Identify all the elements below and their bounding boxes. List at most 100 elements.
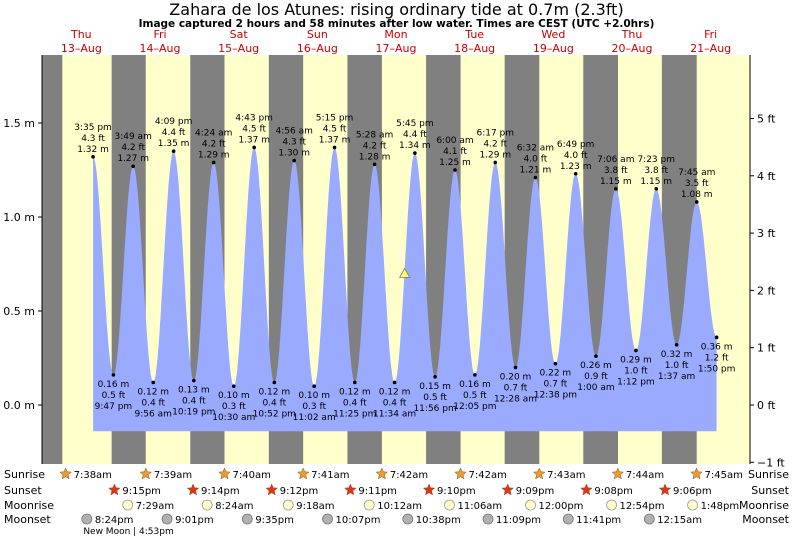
- day-name-label: Sun: [307, 28, 328, 41]
- day-date-label: 13–Aug: [61, 42, 102, 55]
- right-tick-label: 4 ft: [757, 170, 776, 183]
- sunset-time-label: 9:11pm: [358, 486, 397, 497]
- high-ft-label: 4.5 ft: [242, 124, 266, 134]
- moonset-row-label: Moonset: [4, 513, 51, 526]
- low-ft-label: 0.4 ft: [182, 397, 206, 407]
- day-name-label: Tue: [464, 28, 484, 41]
- high-m-label: 1.21 m: [520, 166, 552, 176]
- tide-curve: [93, 147, 717, 432]
- sunset-row-label-right: Sunset: [751, 484, 789, 497]
- moonrise-icon: [444, 499, 455, 511]
- tide-point: [594, 354, 598, 358]
- moonset-icon: [643, 513, 655, 525]
- chart-title: Zahara de los Atunes: rising ordinary ti…: [169, 0, 624, 19]
- right-tick-label: 2 ft: [757, 284, 776, 297]
- left-tick-label: 1.5 m: [3, 117, 35, 130]
- high-time-label: 7:06 am: [597, 155, 634, 165]
- tide-area: [93, 147, 717, 432]
- high-m-label: 1.29 m: [198, 150, 230, 160]
- sunset-icon: [265, 483, 279, 496]
- low-time-label: 12:05 pm: [453, 402, 496, 412]
- sunset-icon: [422, 483, 436, 496]
- moonset-time-label: 8:24pm: [95, 515, 134, 526]
- low-ft-label: 0.7 ft: [504, 383, 528, 393]
- low-ft-label: 1.2 ft: [705, 353, 729, 363]
- tide-point: [453, 168, 457, 172]
- low-time-label: 10:52 pm: [253, 409, 296, 419]
- low-m-label: 0.36 m: [701, 342, 733, 352]
- right-tick-label: 5 ft: [757, 112, 776, 125]
- high-ft-label: 4.2 ft: [363, 141, 387, 151]
- moonset-time-label: 9:01pm: [175, 515, 214, 526]
- sunrise-row-label-right: Sunrise: [748, 468, 789, 481]
- tide-point: [211, 160, 216, 165]
- high-time-label: 6:17 pm: [476, 128, 514, 138]
- low-m-label: 0.22 m: [540, 369, 572, 379]
- tide-point: [433, 375, 437, 379]
- moonrise-icon: [201, 499, 213, 511]
- low-m-label: 0.16 m: [98, 380, 130, 390]
- right-tick-label: 0 ft: [757, 399, 776, 412]
- low-ft-label: 0.5 ft: [423, 393, 447, 403]
- sunset-time-label: 9:09pm: [516, 486, 555, 497]
- day-date-label: 18–Aug: [454, 42, 495, 55]
- sunrise-icon: [611, 467, 625, 480]
- high-m-label: 1.29 m: [479, 150, 511, 160]
- moonrise-icon: [525, 499, 536, 511]
- high-m-label: 1.35 m: [158, 139, 190, 149]
- high-time-label: 7:23 pm: [637, 155, 675, 165]
- sunrise-time-label: 7:40am: [233, 470, 271, 481]
- low-m-label: 0.16 m: [459, 380, 491, 390]
- high-time-label: 7:45 am: [678, 168, 715, 178]
- low-time-label: 11:02 am: [293, 413, 336, 423]
- high-m-label: 1.37 m: [238, 135, 270, 145]
- sunset-row-label: Sunset: [4, 484, 42, 497]
- low-ft-label: 1.0 ft: [665, 361, 689, 371]
- sunset-icon: [344, 483, 357, 496]
- low-m-label: 0.12 m: [379, 387, 411, 397]
- chart-subtitle: Image captured 2 hours and 58 minutes af…: [138, 18, 655, 30]
- tide-point: [372, 162, 377, 167]
- low-time-label: 10:19 pm: [172, 408, 215, 418]
- low-ft-label: 0.3 ft: [222, 402, 246, 412]
- moonrise-row-label-right: Moonrise: [739, 499, 789, 512]
- high-m-label: 1.25 m: [439, 158, 471, 168]
- low-time-label: 9:56 am: [135, 409, 172, 419]
- sunrise-time-label: 7:39am: [154, 470, 192, 481]
- sunset-time-label: 9:12pm: [280, 486, 319, 497]
- moonrise-icon: [687, 499, 698, 511]
- moonrise-time-label: 11:06am: [457, 501, 502, 512]
- low-time-label: 1:12 pm: [617, 377, 655, 387]
- high-m-label: 1.08 m: [681, 190, 713, 200]
- day-date-label: 14–Aug: [140, 42, 181, 55]
- sunset-time-label: 9:15pm: [122, 486, 161, 497]
- axes: 1.5 m 1.0 m 0.5 m 0.0 m 5 ft 4 ft 3 ft 2 ft 1 ft…: [3, 55, 785, 469]
- low-m-label: 0.12 m: [258, 387, 290, 397]
- tide-point: [151, 380, 156, 385]
- day-name-label: Sat: [230, 28, 249, 41]
- sunrise-icon: [296, 467, 310, 480]
- moonrise-icon: [122, 499, 134, 511]
- low-time-label: 12:38 pm: [534, 391, 577, 401]
- moonset-icon: [322, 513, 333, 525]
- day-name-label: Fri: [704, 28, 717, 41]
- tide-point: [171, 149, 176, 153]
- high-m-label: 1.30 m: [278, 149, 310, 159]
- high-m-label: 1.27 m: [117, 154, 149, 164]
- high-time-label: 6:32 am: [517, 144, 554, 154]
- high-time-label: 6:00 am: [436, 136, 473, 146]
- sunset-icon: [658, 483, 672, 496]
- left-tick-label: 0.5 m: [3, 305, 35, 318]
- sunrise-time-label: 7:45am: [705, 470, 743, 481]
- sunset-icon: [580, 483, 593, 496]
- high-ft-label: 4.4 ft: [403, 130, 427, 140]
- high-time-label: 3:49 am: [114, 132, 151, 142]
- moonrise-time-label: 9:18am: [296, 501, 334, 512]
- moonset-icon: [562, 513, 574, 525]
- moonrise-time-label: 12:00pm: [539, 501, 584, 512]
- low-time-label: 11:25 pm: [333, 409, 376, 419]
- sunset-icon: [108, 483, 121, 496]
- low-ft-label: 0.5 ft: [102, 391, 126, 401]
- moonset-icon: [402, 513, 414, 525]
